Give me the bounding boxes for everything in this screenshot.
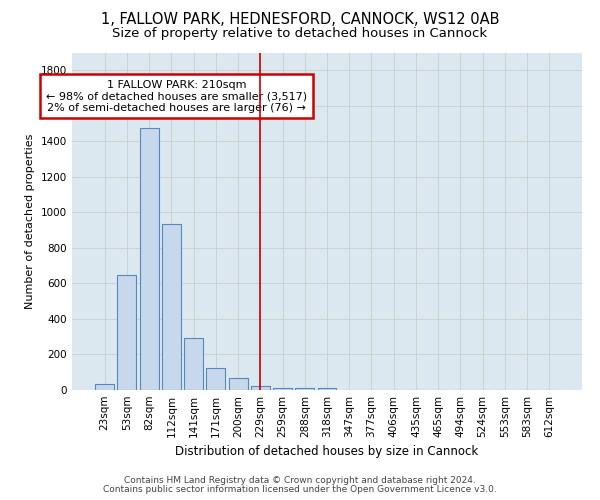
Bar	[162, 224, 181, 390]
Bar	[95, 384, 114, 390]
Text: 1 FALLOW PARK: 210sqm
← 98% of detached houses are smaller (3,517)
2% of semi-de: 1 FALLOW PARK: 210sqm ← 98% of detached …	[46, 80, 307, 112]
Bar	[229, 378, 248, 390]
Bar	[140, 128, 158, 390]
Text: Size of property relative to detached houses in Cannock: Size of property relative to detached ho…	[112, 28, 488, 40]
Text: 1, FALLOW PARK, HEDNESFORD, CANNOCK, WS12 0AB: 1, FALLOW PARK, HEDNESFORD, CANNOCK, WS1…	[101, 12, 499, 28]
Text: Contains public sector information licensed under the Open Government Licence v3: Contains public sector information licen…	[103, 485, 497, 494]
Bar	[273, 388, 292, 390]
Bar	[295, 388, 314, 390]
Bar	[206, 368, 225, 390]
X-axis label: Distribution of detached houses by size in Cannock: Distribution of detached houses by size …	[175, 446, 479, 458]
Text: Contains HM Land Registry data © Crown copyright and database right 2024.: Contains HM Land Registry data © Crown c…	[124, 476, 476, 485]
Bar	[118, 274, 136, 390]
Bar	[317, 388, 337, 390]
Bar	[184, 338, 203, 390]
Y-axis label: Number of detached properties: Number of detached properties	[25, 134, 35, 309]
Bar	[251, 386, 270, 390]
